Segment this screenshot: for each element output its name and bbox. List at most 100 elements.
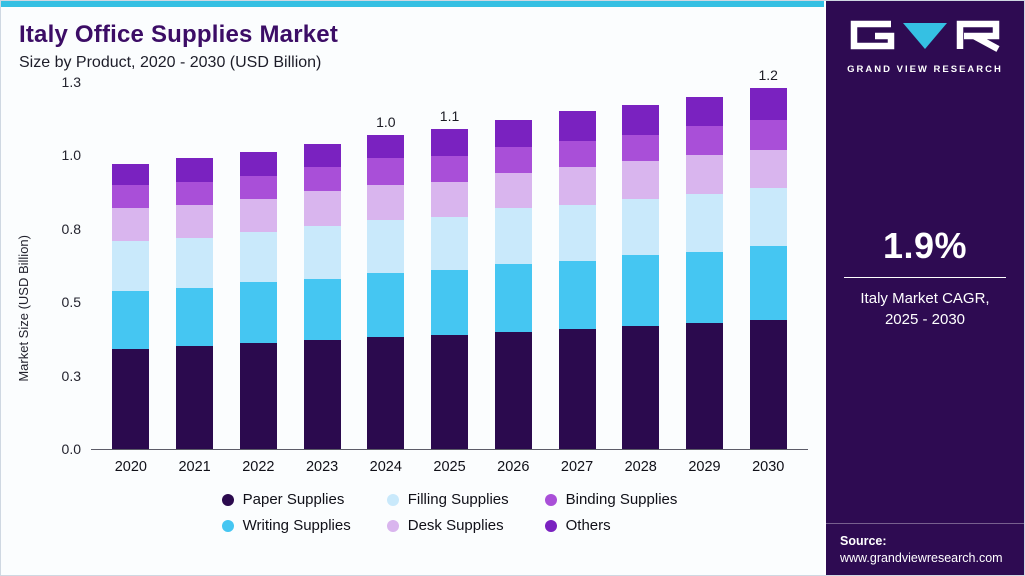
bar-segment-binding-supplies <box>749 120 787 150</box>
x-tick-label: 2030 <box>752 459 785 475</box>
bar-segment-writing-supplies <box>303 278 341 341</box>
bar-segment-desk-supplies <box>239 199 277 232</box>
bar-segment-binding-supplies <box>494 146 532 174</box>
legend-swatch-icon <box>221 519 234 532</box>
bar-segment-binding-supplies <box>685 126 723 156</box>
bar-segment-paper-supplies <box>431 334 469 449</box>
chart-panel: Italy Office Supplies Market Size by Pro… <box>1 1 826 575</box>
legend-item: Binding Supplies <box>544 491 678 508</box>
bar-segment-filling-supplies <box>749 187 787 247</box>
bar-segment-paper-supplies <box>367 337 405 449</box>
x-tick-label: 2026 <box>497 459 530 475</box>
top-accent-bar <box>1 1 826 7</box>
bar-segment-others <box>494 120 532 147</box>
bar-segment-binding-supplies <box>239 175 277 200</box>
bar-segment-binding-supplies <box>431 155 469 182</box>
bar-segment-filling-supplies <box>558 205 596 262</box>
stacked-bar <box>431 129 469 449</box>
stacked-bar <box>112 164 150 449</box>
legend-label: Desk Supplies <box>407 517 504 534</box>
y-tick-label: 0.3 <box>61 367 81 384</box>
bar-segment-filling-supplies <box>431 217 469 270</box>
x-tick-label: 2027 <box>560 459 594 475</box>
bar-segment-desk-supplies <box>558 167 596 206</box>
bar-segment-writing-supplies <box>622 255 660 326</box>
bar-segment-others <box>176 158 214 182</box>
bar-segment-binding-supplies <box>112 184 150 209</box>
bar-segment-others <box>367 134 405 159</box>
bar-value-label: 1.2 <box>758 66 778 83</box>
bar-column <box>481 82 545 449</box>
bar-segment-others <box>303 143 341 168</box>
bar-segment-paper-supplies <box>494 331 532 449</box>
bar-segment-desk-supplies <box>176 205 214 238</box>
bar-segment-filling-supplies <box>176 237 214 288</box>
bar-segment-binding-supplies <box>176 181 214 206</box>
stacked-bar <box>367 134 405 449</box>
y-tick-label: 1.3 <box>61 74 81 90</box>
legend-label: Filling Supplies <box>407 491 509 508</box>
bar-segment-desk-supplies <box>303 190 341 226</box>
bar-segment-paper-supplies <box>749 319 787 449</box>
x-tick-label: 2020 <box>114 459 147 475</box>
bar-segment-writing-supplies <box>431 269 469 335</box>
bar-segment-desk-supplies <box>685 155 723 194</box>
bar-segment-others <box>558 111 596 141</box>
bar-column <box>163 82 227 449</box>
cagr-block: 1.9% Italy Market CAGR, 2025 - 2030 <box>826 225 1024 330</box>
bar-segment-binding-supplies <box>558 140 596 168</box>
bar-segment-others <box>239 152 277 176</box>
y-tick-label: 0.0 <box>61 441 81 457</box>
stacked-bar <box>176 158 214 449</box>
bar-column: 1.1 <box>418 82 482 449</box>
bar-column <box>226 82 290 449</box>
chart-header: Italy Office Supplies Market Size by Pro… <box>1 7 826 72</box>
stacked-bar <box>303 143 341 449</box>
stacked-bar <box>622 105 660 449</box>
source-block: Source: www.grandviewresearch.com <box>826 523 1024 575</box>
brand-name: GRAND VIEW RESEARCH <box>847 64 1003 75</box>
legend-item: Writing Supplies <box>221 517 351 534</box>
x-axis: 2020 2021 2022 2023 2024 2025 2026 2027 2028 2029… <box>91 450 808 475</box>
bar-column <box>609 82 673 449</box>
x-tick-label: 2022 <box>242 459 275 475</box>
bar-column: 1.2 <box>736 67 800 449</box>
x-tick-label: 2028 <box>624 459 657 475</box>
bar-segment-paper-supplies <box>176 346 214 449</box>
source-url-link[interactable]: www.grandviewresearch.com <box>840 551 1003 565</box>
source-label: Source: <box>840 534 887 548</box>
cagr-label: Italy Market CAGR, 2025 - 2030 <box>860 290 990 328</box>
bar-segment-paper-supplies <box>303 340 341 449</box>
bar-segment-writing-supplies <box>239 281 277 344</box>
bar-segment-others <box>749 87 787 121</box>
legend-swatch-icon <box>544 519 557 532</box>
bar-segment-paper-supplies <box>558 328 596 449</box>
bar-column <box>99 82 163 449</box>
legend-swatch-icon <box>221 493 234 506</box>
bar-segment-filling-supplies <box>494 208 532 265</box>
bar-segment-binding-supplies <box>622 134 660 162</box>
bar-segment-filling-supplies <box>685 193 723 253</box>
stacked-bar <box>685 96 723 449</box>
bar-segment-desk-supplies <box>622 161 660 200</box>
x-tick-label: 2023 <box>305 459 339 475</box>
legend-label: Binding Supplies <box>565 491 678 508</box>
bar-value-label: 1.0 <box>376 113 396 130</box>
bar-column <box>545 82 609 449</box>
bar-segment-binding-supplies <box>367 158 405 185</box>
bar-segment-desk-supplies <box>367 184 405 221</box>
bar-segment-paper-supplies <box>685 322 723 449</box>
legend-swatch-icon <box>386 493 399 506</box>
chart: Market Size (USD Billion) 1.0 1.1 1.2 0.0 0… <box>1 67 826 534</box>
stacked-bar <box>494 120 532 449</box>
legend-label: Others <box>565 517 611 534</box>
bar-segment-desk-supplies <box>494 173 532 209</box>
cagr-value: 1.9% <box>882 225 968 266</box>
plot-area: 1.0 1.1 1.2 0.0 0.3 0.5 0.8 1.0 1.3 <box>62 67 808 457</box>
x-tick-label: 2021 <box>178 459 211 475</box>
y-axis-title: Market Size (USD Billion) <box>11 82 35 534</box>
bar-segment-desk-supplies <box>431 181 469 218</box>
x-tick-label: 2029 <box>688 459 721 475</box>
cagr-divider <box>844 277 1006 278</box>
bar-segment-others <box>622 105 660 135</box>
